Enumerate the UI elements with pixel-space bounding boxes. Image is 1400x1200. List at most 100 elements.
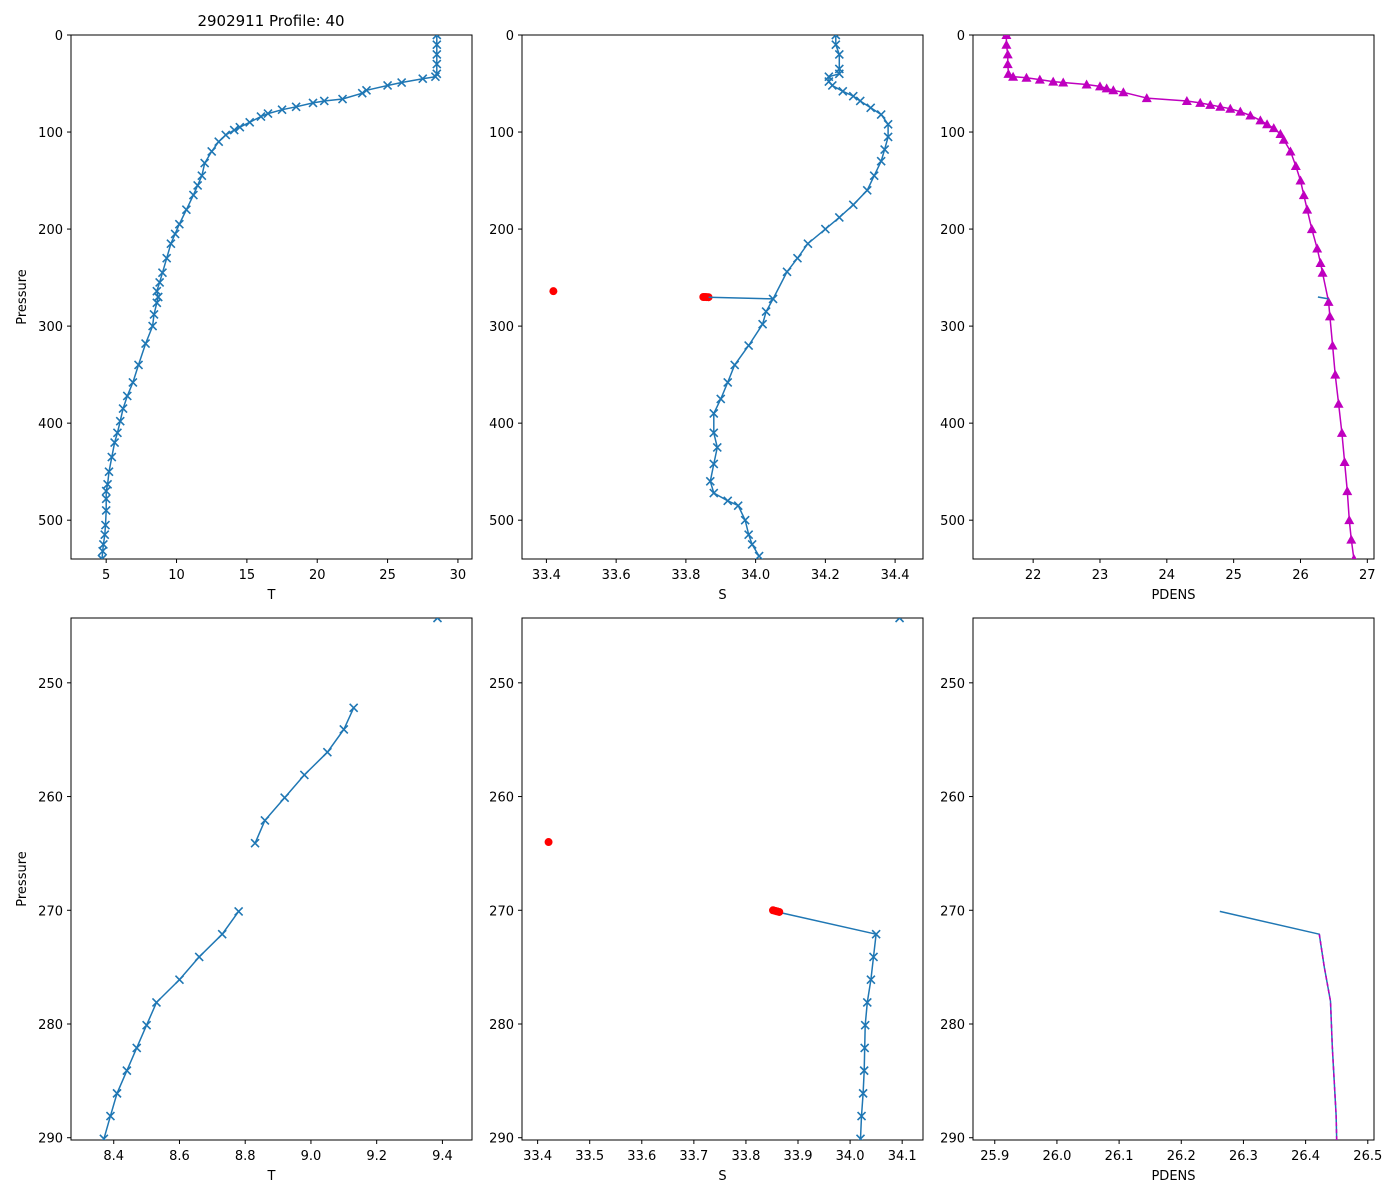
data-point-triangle <box>1323 296 1334 306</box>
data-point-x <box>98 546 108 556</box>
data-point-x <box>859 1066 869 1076</box>
y-tick-label: 250 <box>38 677 63 692</box>
x-tick-label: 10 <box>168 568 185 583</box>
x-tick-label: 25.9 <box>980 1149 1009 1164</box>
x-tick-label: 33.6 <box>602 568 631 583</box>
data-point-x <box>866 103 876 113</box>
data-point-x <box>883 132 893 142</box>
data-point-triangle <box>1278 134 1289 144</box>
data-point-x <box>782 267 792 277</box>
data-point-x <box>234 906 244 916</box>
y-tick-label: 260 <box>940 791 965 806</box>
data-point-x <box>723 377 733 387</box>
data-point-x <box>110 437 120 448</box>
data-point-x <box>848 91 858 101</box>
data-point-x <box>174 975 185 985</box>
data-point-triangle <box>1330 369 1341 379</box>
x-tick-label: 8.6 <box>169 1149 190 1164</box>
data-point-x <box>118 404 128 414</box>
x-tick-label: 26 <box>1292 568 1309 583</box>
data-point-x <box>170 229 180 239</box>
data-point-x <box>115 416 125 426</box>
data-point-x <box>250 838 260 848</box>
data-point-triangle <box>1225 103 1236 113</box>
data-point-x <box>200 158 210 168</box>
x-tick-label: 24 <box>1159 568 1176 583</box>
data-point-triangle <box>1094 81 1105 91</box>
data-point-triangle <box>1001 39 1012 49</box>
flagged-point <box>544 838 553 847</box>
data-point-x <box>100 530 110 540</box>
x-tick-label: 33.8 <box>671 568 700 583</box>
data-point-x <box>221 130 231 140</box>
data-point-triangle <box>1034 74 1045 84</box>
y-tick-label: 100 <box>38 126 63 141</box>
data-point-triangle <box>1285 146 1296 156</box>
data-point-x <box>229 125 239 135</box>
data-point-triangle <box>1181 95 1192 105</box>
data-point-x <box>103 479 113 489</box>
y-tick-label: 280 <box>489 1018 514 1033</box>
data-point-x <box>827 80 837 91</box>
data-point-x <box>834 212 844 222</box>
data-point-triangle <box>1275 128 1286 138</box>
y-tick-label: 100 <box>940 126 965 141</box>
data-point-x <box>747 539 757 550</box>
data-point-x <box>831 35 841 40</box>
x-tick-label: 34.1 <box>888 1149 917 1164</box>
data-point-x <box>357 88 367 98</box>
x-axis-label: PDENS <box>1151 588 1195 603</box>
plot-area <box>97 35 442 559</box>
data-point-triangle <box>1344 515 1355 525</box>
data-point-triangle <box>1290 161 1301 170</box>
plot-area <box>549 35 893 559</box>
data-point-x <box>181 205 191 215</box>
data-point-triangle <box>1339 456 1350 466</box>
y-tick-label: 400 <box>38 417 63 432</box>
data-point-x <box>291 102 301 112</box>
y-tick-label: 0 <box>55 29 63 44</box>
x-tick-label: 5 <box>102 568 110 583</box>
data-point-x <box>418 74 428 84</box>
data-point-x <box>97 554 107 559</box>
data-point-x <box>709 488 719 498</box>
data-point-x <box>860 1020 870 1030</box>
data-point-x <box>834 49 844 59</box>
plot-area <box>544 618 905 1140</box>
data-point-x <box>235 122 245 132</box>
data-point-x <box>709 459 719 469</box>
data-point-triangle <box>1255 115 1266 125</box>
data-point-x <box>112 1088 122 1098</box>
data-point-triangle <box>1336 427 1347 437</box>
data-point-x <box>162 253 172 263</box>
x-axis-label: S <box>718 588 726 603</box>
data-point-x <box>834 69 844 79</box>
y-tick-label: 0 <box>506 29 514 44</box>
x-tick-label: 9.4 <box>432 1149 453 1164</box>
x-tick-label: 33.4 <box>523 1149 552 1164</box>
data-point-x <box>869 171 879 181</box>
data-point-x <box>432 59 442 69</box>
y-tick-label: 290 <box>38 1132 63 1147</box>
plot-area <box>99 618 443 1140</box>
data-point-x <box>107 452 117 462</box>
plot-area <box>1219 910 1338 1140</box>
series-line <box>1318 934 1338 1140</box>
x-tick-label: 23 <box>1092 568 1109 583</box>
axes-frame <box>70 617 473 1141</box>
data-point-triangle <box>1021 72 1032 82</box>
figure-title: 2902911 Profile: 40 <box>197 12 344 30</box>
data-point-triangle <box>1333 398 1344 408</box>
data-point-x <box>193 180 203 190</box>
data-point-triangle <box>1312 243 1323 253</box>
data-point-x <box>740 515 750 525</box>
flagged-point <box>775 907 784 916</box>
data-point-x <box>880 144 890 155</box>
data-point-x <box>430 72 440 82</box>
x-tick-label: 26.0 <box>1042 1149 1071 1164</box>
y-tick-label: 200 <box>489 223 514 238</box>
data-point-triangle <box>1108 85 1119 95</box>
data-point-x <box>432 49 442 59</box>
y-axis-label: Pressure <box>15 269 30 325</box>
